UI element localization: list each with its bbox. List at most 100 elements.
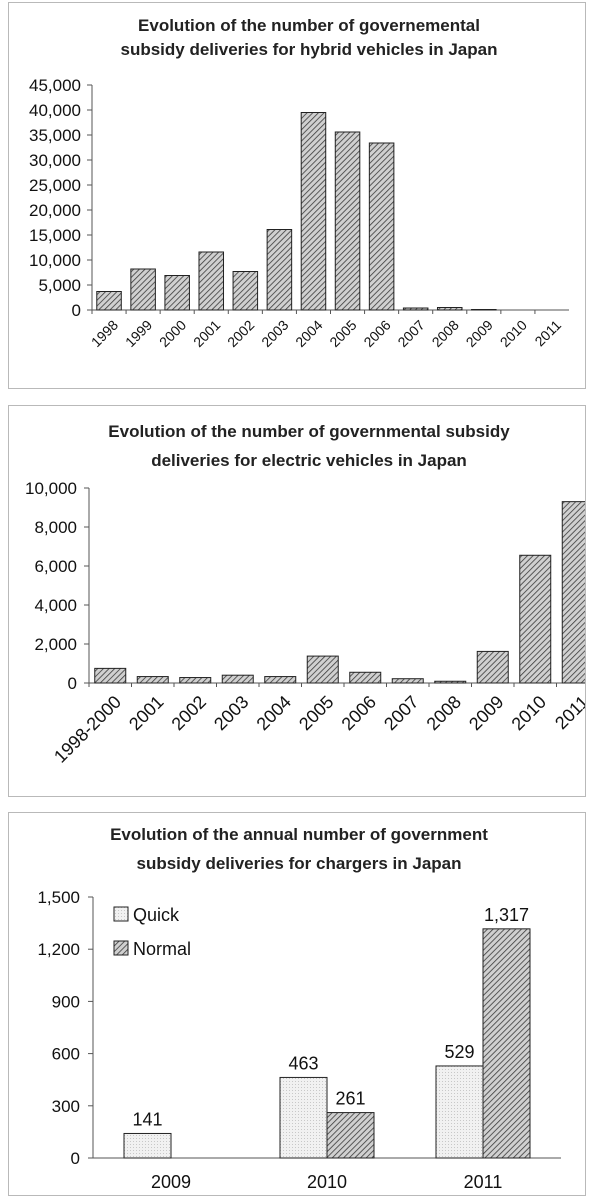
- x-tick-label: 2011: [464, 1172, 503, 1192]
- x-tick-label: 2010: [508, 692, 550, 734]
- y-tick-label: 6,000: [34, 557, 77, 576]
- x-tick-label: 2004: [292, 317, 325, 350]
- chart-1-title-line-1: Evolution of the number of governemental: [138, 16, 480, 35]
- x-tick-label: 1999: [122, 317, 155, 350]
- hybrid-chart-panel: Evolution of the number of governemental…: [8, 2, 586, 389]
- legend-label-quick: Quick: [133, 905, 180, 925]
- y-tick-label: 5,000: [38, 276, 81, 295]
- bar: [306, 655, 339, 684]
- bar: [368, 142, 395, 311]
- chart-3-title-line-2: subsidy deliveries for chargers in Japan: [136, 854, 461, 873]
- chargers-chart: Evolution of the annual number of govern…: [37, 825, 561, 1192]
- bar: [436, 307, 463, 311]
- bar: [221, 674, 254, 684]
- y-tick-label: 15,000: [29, 226, 81, 245]
- y-tick-label: 30,000: [29, 151, 81, 170]
- bar: [349, 671, 382, 684]
- y-tick-label: 1,500: [37, 888, 80, 907]
- x-tick-label: 2007: [394, 317, 427, 350]
- bar: [476, 650, 509, 684]
- y-tick-label: 1,200: [37, 940, 80, 959]
- bar-quick: [279, 1076, 328, 1159]
- x-tick-label: 2010: [307, 1172, 347, 1192]
- y-tick-label: 35,000: [29, 126, 81, 145]
- bar: [264, 676, 297, 684]
- x-tick-label: 2003: [210, 692, 252, 734]
- y-tick-label: 900: [52, 992, 80, 1011]
- x-tick-label: 2000: [156, 317, 189, 350]
- x-tick-label: 2003: [258, 317, 291, 350]
- bar: [179, 677, 212, 684]
- y-tick-label: 10,000: [29, 251, 81, 270]
- y-tick-label: 0: [71, 1149, 80, 1168]
- x-tick-label: 2005: [295, 692, 337, 734]
- chart-2-title-line-2: deliveries for electric vehicles in Japa…: [151, 451, 467, 470]
- bar-quick: [123, 1132, 172, 1159]
- bar: [434, 680, 467, 684]
- legend-label-normal: Normal: [133, 939, 191, 959]
- y-tick-label: 300: [52, 1097, 80, 1116]
- y-tick-label: 25,000: [29, 176, 81, 195]
- legend-swatch-quick: [113, 906, 129, 922]
- chart-1-title-line-2: subsidy deliveries for hybrid vehicles i…: [121, 40, 498, 59]
- y-tick-label: 0: [68, 674, 77, 693]
- x-tick-label: 2009: [151, 1172, 191, 1192]
- electric-chart-panel: Evolution of the number of governmental …: [8, 405, 586, 797]
- bar: [96, 291, 122, 311]
- y-tick-label: 4,000: [34, 596, 77, 615]
- bar-quick: [435, 1065, 484, 1159]
- bar: [130, 268, 156, 311]
- bar: [391, 678, 424, 684]
- x-tick-label: 2002: [224, 317, 257, 350]
- bar: [232, 271, 259, 311]
- x-tick-label: 2008: [423, 692, 465, 734]
- data-label: 463: [288, 1053, 318, 1073]
- y-tick-label: 40,000: [29, 101, 81, 120]
- x-tick-label: 2010: [497, 317, 530, 350]
- bar: [266, 229, 293, 311]
- x-tick-label: 2006: [338, 692, 380, 734]
- y-tick-label: 20,000: [29, 201, 81, 220]
- bar-normal: [326, 1112, 375, 1159]
- hybrid-chart: Evolution of the number of governemental…: [29, 16, 569, 350]
- x-tick-label: 2002: [168, 692, 210, 734]
- bar: [164, 275, 190, 311]
- bar: [136, 676, 169, 684]
- x-tick-label: 2008: [429, 317, 462, 350]
- bar: [561, 501, 585, 684]
- bar: [198, 251, 225, 311]
- electric-chart: Evolution of the number of governmental …: [25, 422, 586, 767]
- y-tick-label: 45,000: [29, 76, 81, 95]
- bar: [334, 131, 361, 311]
- bar: [300, 112, 327, 311]
- x-tick-label: 2011: [531, 317, 564, 350]
- y-tick-label: 0: [72, 301, 81, 320]
- x-tick-label: 2004: [253, 692, 295, 734]
- data-label: 261: [335, 1089, 365, 1109]
- x-tick-label: 1998-2000: [50, 692, 125, 767]
- bar: [94, 667, 127, 684]
- data-label: 529: [444, 1042, 474, 1062]
- chart-3-title-line-1: Evolution of the annual number of govern…: [110, 825, 488, 844]
- x-tick-label: 2011: [551, 692, 586, 734]
- chart-2-title-line-1: Evolution of the number of governmental …: [108, 422, 510, 441]
- bar: [402, 307, 429, 311]
- chargers-chart-panel: Evolution of the annual number of govern…: [8, 812, 586, 1196]
- bar-normal: [482, 928, 531, 1159]
- bar: [519, 554, 552, 684]
- y-tick-label: 600: [52, 1045, 80, 1064]
- x-tick-label: 2009: [465, 692, 507, 734]
- x-tick-label: 2001: [190, 317, 223, 350]
- x-tick-label: 2009: [463, 317, 496, 350]
- x-tick-label: 2007: [380, 692, 422, 734]
- y-tick-label: 2,000: [34, 635, 77, 654]
- y-tick-label: 8,000: [34, 518, 77, 537]
- bar: [471, 309, 497, 311]
- data-label: 141: [132, 1109, 162, 1129]
- y-tick-label: 10,000: [25, 479, 77, 498]
- x-tick-label: 1998: [88, 317, 121, 350]
- legend-swatch-normal: [113, 940, 129, 956]
- x-tick-label: 2001: [125, 692, 167, 734]
- data-label: 1,317: [484, 905, 529, 925]
- x-tick-label: 2006: [360, 317, 393, 350]
